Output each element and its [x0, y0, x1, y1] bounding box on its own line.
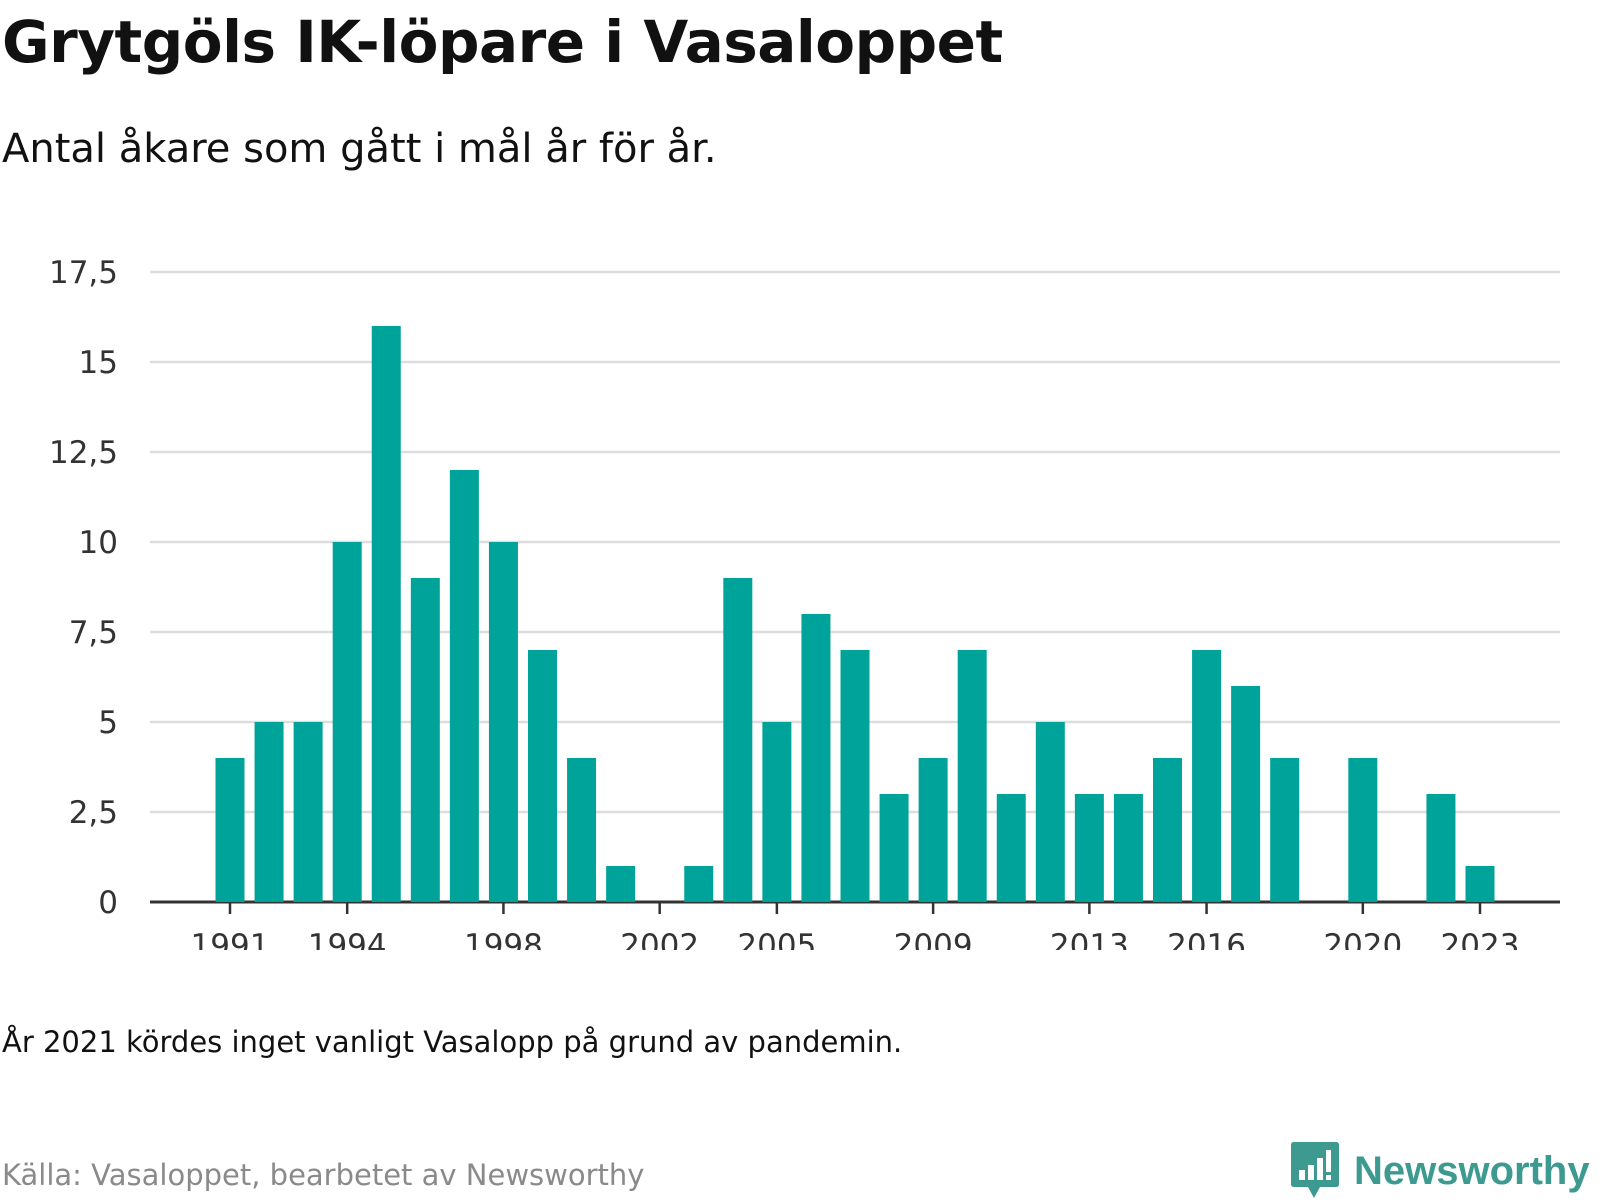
x-tick-label: 1994: [308, 928, 387, 950]
bar: [918, 758, 948, 902]
bar: [1074, 794, 1104, 902]
x-axis-ticks: 1991 1994 1998 2002 2005 2009 2013 2016 2020 2023: [191, 902, 1520, 950]
bar: [1153, 758, 1182, 902]
x-tick-label: 2013: [1050, 928, 1129, 950]
bar: [254, 722, 284, 902]
bar: [332, 542, 362, 902]
bar: [1270, 758, 1300, 902]
x-tick-label: 2002: [620, 928, 699, 950]
y-tick-label: 0: [98, 885, 118, 921]
bar: [1426, 794, 1456, 902]
footnote: År 2021 kördes inget vanligt Vasalopp på…: [2, 1025, 903, 1059]
x-tick-label: 2005: [737, 928, 816, 950]
x-tick-label: 2023: [1441, 928, 1520, 950]
y-tick-label: 7,5: [69, 615, 118, 651]
bar: [1231, 686, 1261, 902]
x-tick-label: 1991: [191, 928, 270, 950]
y-tick-label: 5: [98, 705, 118, 741]
y-tick-label: 2,5: [69, 795, 118, 831]
bar-chart: 0 2,5 5 7,5 10 12,5 15 17,5 1991 1994 1998 2002 200…: [49, 255, 1560, 950]
y-tick-label: 15: [79, 345, 118, 381]
x-tick-label: 2020: [1323, 928, 1402, 950]
bar: [762, 722, 792, 902]
newsworthy-logo: Newsworthy: [1290, 1140, 1590, 1202]
chart-title: Grytgöls IK-löpare i Vasaloppet: [2, 8, 1003, 76]
bar: [1035, 722, 1065, 902]
y-tick-label: 10: [79, 525, 118, 561]
chart-subtitle: Antal åkare som gått i mål år för år.: [2, 126, 717, 172]
bar: [293, 722, 323, 902]
bar: [1192, 650, 1222, 902]
y-axis-labels: 0 2,5 5 7,5 10 12,5 15 17,5: [49, 255, 118, 921]
bar: [410, 578, 440, 902]
y-tick-label: 12,5: [49, 435, 118, 471]
bar: [371, 326, 401, 902]
bar: [215, 758, 245, 902]
bar: [684, 866, 714, 902]
bar: [528, 650, 557, 902]
bar: [801, 614, 831, 902]
bar: [996, 794, 1026, 902]
bar: [1113, 794, 1143, 902]
bar: [957, 650, 987, 902]
bar: [723, 578, 753, 902]
bar: [879, 794, 909, 902]
bar: [488, 542, 518, 902]
x-tick-label: 2009: [894, 928, 973, 950]
logo-text: Newsworthy: [1354, 1148, 1590, 1193]
bar-chart-speech-bubble-icon: [1291, 1142, 1339, 1198]
bar: [1348, 758, 1378, 902]
x-tick-label: 2016: [1167, 928, 1246, 950]
bar: [1465, 866, 1495, 902]
source-text: Källa: Vasaloppet, bearbetet av Newswort…: [2, 1158, 645, 1192]
y-tick-label: 17,5: [49, 255, 118, 291]
bar: [606, 866, 636, 902]
bars: [215, 326, 1495, 902]
x-tick-label: 1998: [464, 928, 543, 950]
bar: [567, 758, 597, 902]
bar: [449, 470, 479, 902]
bar: [840, 650, 870, 902]
